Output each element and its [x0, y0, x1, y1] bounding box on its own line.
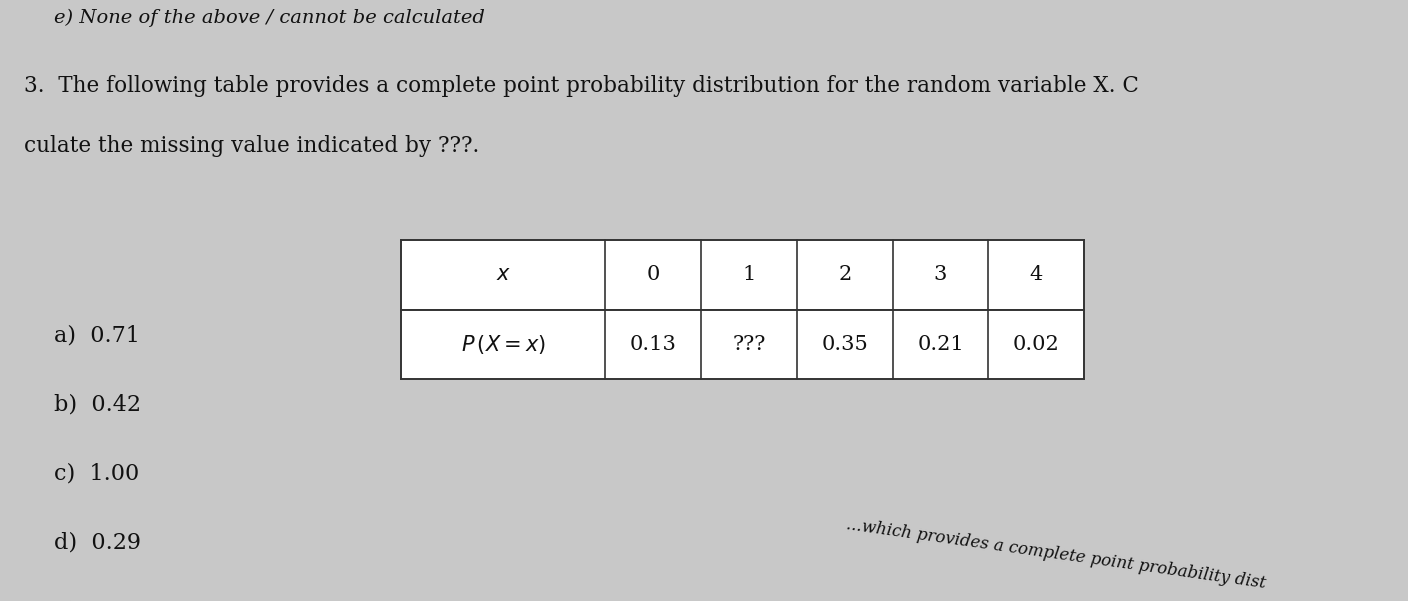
Text: e) None of the above / cannot be calculated: e) None of the above / cannot be calcula…	[54, 9, 484, 27]
Text: $x$: $x$	[496, 266, 511, 284]
Text: 3.  The following table provides a complete point probability distribution for t: 3. The following table provides a comple…	[24, 75, 1139, 97]
Text: c)  1.00: c) 1.00	[54, 463, 139, 485]
Text: a)  0.71: a) 0.71	[54, 325, 139, 347]
Text: 3: 3	[934, 266, 948, 284]
Text: ???: ???	[732, 335, 766, 353]
Text: 0: 0	[646, 266, 660, 284]
Text: b)  0.42: b) 0.42	[54, 394, 141, 416]
Text: ...which provides a complete point probability dist: ...which provides a complete point proba…	[845, 516, 1267, 592]
Text: culate the missing value indicated by ???.: culate the missing value indicated by ??…	[24, 135, 479, 157]
Bar	[401, 310, 1084, 379]
Text: $P\,(X = x)$: $P\,(X = x)$	[460, 332, 546, 356]
Text: 0.13: 0.13	[629, 335, 677, 353]
Text: 0.02: 0.02	[1012, 335, 1060, 353]
Text: 0.21: 0.21	[917, 335, 964, 353]
Bar	[401, 240, 1084, 310]
Text: 4: 4	[1029, 266, 1043, 284]
Text: 0.35: 0.35	[821, 335, 869, 353]
Text: d)  0.29: d) 0.29	[54, 532, 141, 554]
Text: 2: 2	[838, 266, 852, 284]
Text: 1: 1	[742, 266, 756, 284]
